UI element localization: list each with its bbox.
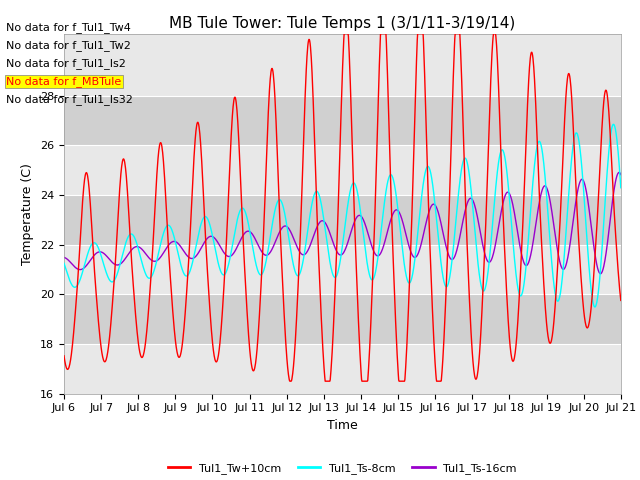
Bar bbox=[64, 34, 621, 96]
Y-axis label: Temperature (C): Temperature (C) bbox=[22, 163, 35, 264]
Bar bbox=[64, 195, 621, 245]
Bar bbox=[64, 145, 621, 195]
Text: No data for f_Tul1_Is2: No data for f_Tul1_Is2 bbox=[6, 58, 126, 69]
Text: No data for f_Tul1_Tw2: No data for f_Tul1_Tw2 bbox=[6, 40, 131, 51]
Text: No data for f_MBTule: No data for f_MBTule bbox=[6, 76, 122, 87]
Bar bbox=[64, 245, 621, 294]
X-axis label: Time: Time bbox=[327, 419, 358, 432]
Legend: Tul1_Tw+10cm, Tul1_Ts-8cm, Tul1_Ts-16cm: Tul1_Tw+10cm, Tul1_Ts-8cm, Tul1_Ts-16cm bbox=[163, 458, 522, 478]
Bar bbox=[64, 294, 621, 344]
Bar bbox=[64, 344, 621, 394]
Title: MB Tule Tower: Tule Temps 1 (3/1/11-3/19/14): MB Tule Tower: Tule Temps 1 (3/1/11-3/19… bbox=[169, 16, 516, 31]
Text: No data for f_Tul1_Is32: No data for f_Tul1_Is32 bbox=[6, 95, 133, 106]
Text: No data for f_Tul1_Tw4: No data for f_Tul1_Tw4 bbox=[6, 22, 131, 33]
Bar bbox=[64, 96, 621, 145]
